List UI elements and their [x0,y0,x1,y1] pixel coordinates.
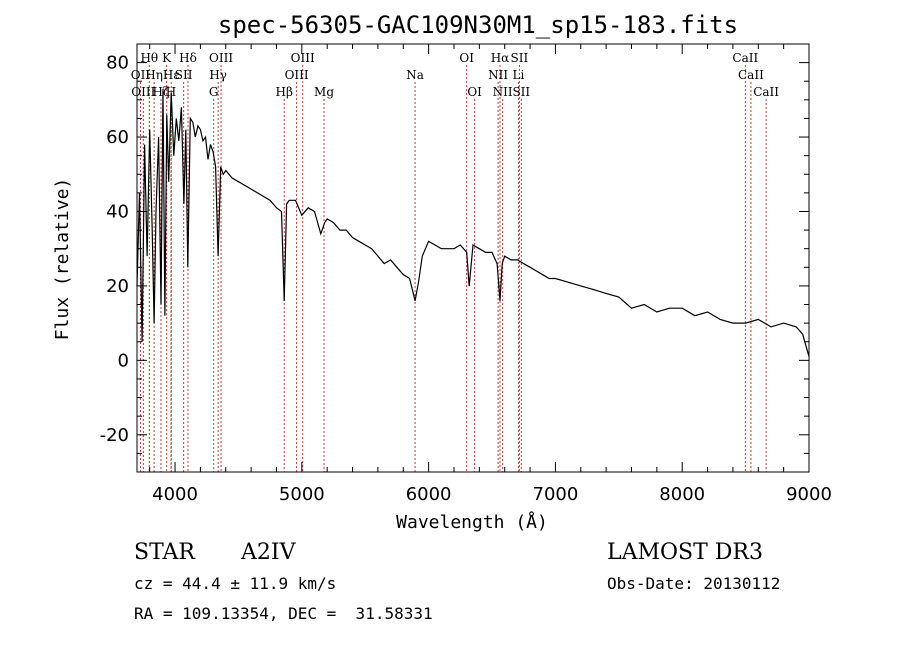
x-tick-label: 5000 [279,484,325,505]
x-tick-label: 8000 [659,484,705,505]
y-tick-label: 40 [106,201,129,222]
line-label: Na [406,68,424,82]
object-subclass: A2IV [241,540,296,565]
line-label: Hθ [140,51,158,65]
line-label: Hη [145,68,163,82]
observation-date: Obs-Date: 20130112 [607,574,781,593]
x-tick-label: 6000 [406,484,452,505]
line-label: Li [512,68,524,82]
coordinates: RA = 109.13354, DEC = 31.58331 [134,604,433,623]
y-axis-label: Flux (relative) [52,178,73,341]
line-label: OII [131,68,151,82]
y-tick-label: 60 [106,127,129,148]
line-label: K [162,51,172,65]
x-tick-label: 9000 [786,484,832,505]
y-tick-label: 80 [106,53,129,74]
redshift-velocity: cz = 44.4 ± 11.9 km/s [134,574,337,593]
object-class: STAR [134,540,195,565]
line-label: Hδ [179,51,197,65]
line-label: CaII [753,85,779,99]
y-tick-label: 20 [106,276,129,297]
line-label: Hζ [152,85,169,99]
axis-ticks: 4000 5000 6000 7000 8000 9000 -20 0 20 40 60 80 [100,43,832,505]
plot-frame [136,43,810,473]
line-label: NII [493,85,513,99]
line-label: OIII [285,68,309,82]
line-label: SII [512,85,530,99]
line-label: NII [488,68,508,82]
emission-line-markers [139,65,767,472]
chart-title: spec-56305-GAC109N30M1_sp15-183.fits [218,11,738,39]
line-label: CaII [738,68,764,82]
line-label: Mg [314,85,334,99]
line-label: CaII [732,51,758,65]
line-label: G [209,85,219,99]
line-label: Hβ [276,85,293,99]
x-axis-label: Wavelength (Å) [396,511,548,533]
survey-name: LAMOST DR3 [607,540,763,565]
line-label: SII [511,51,529,65]
y-tick-label: -20 [100,425,129,446]
line-label: SII [175,68,193,82]
line-label: OIII [209,51,233,65]
line-label: OI [459,51,474,65]
line-label: H [166,85,176,99]
line-label: Hα [491,51,510,65]
line-label: OI [467,85,482,99]
line-label: Hε [163,68,180,82]
x-tick-label: 4000 [152,484,198,505]
x-tick-label: 7000 [533,484,579,505]
y-tick-label: 0 [118,350,129,371]
spectrum-line [136,88,810,357]
line-label: OIII [291,51,315,65]
line-label: Hγ [209,68,227,82]
